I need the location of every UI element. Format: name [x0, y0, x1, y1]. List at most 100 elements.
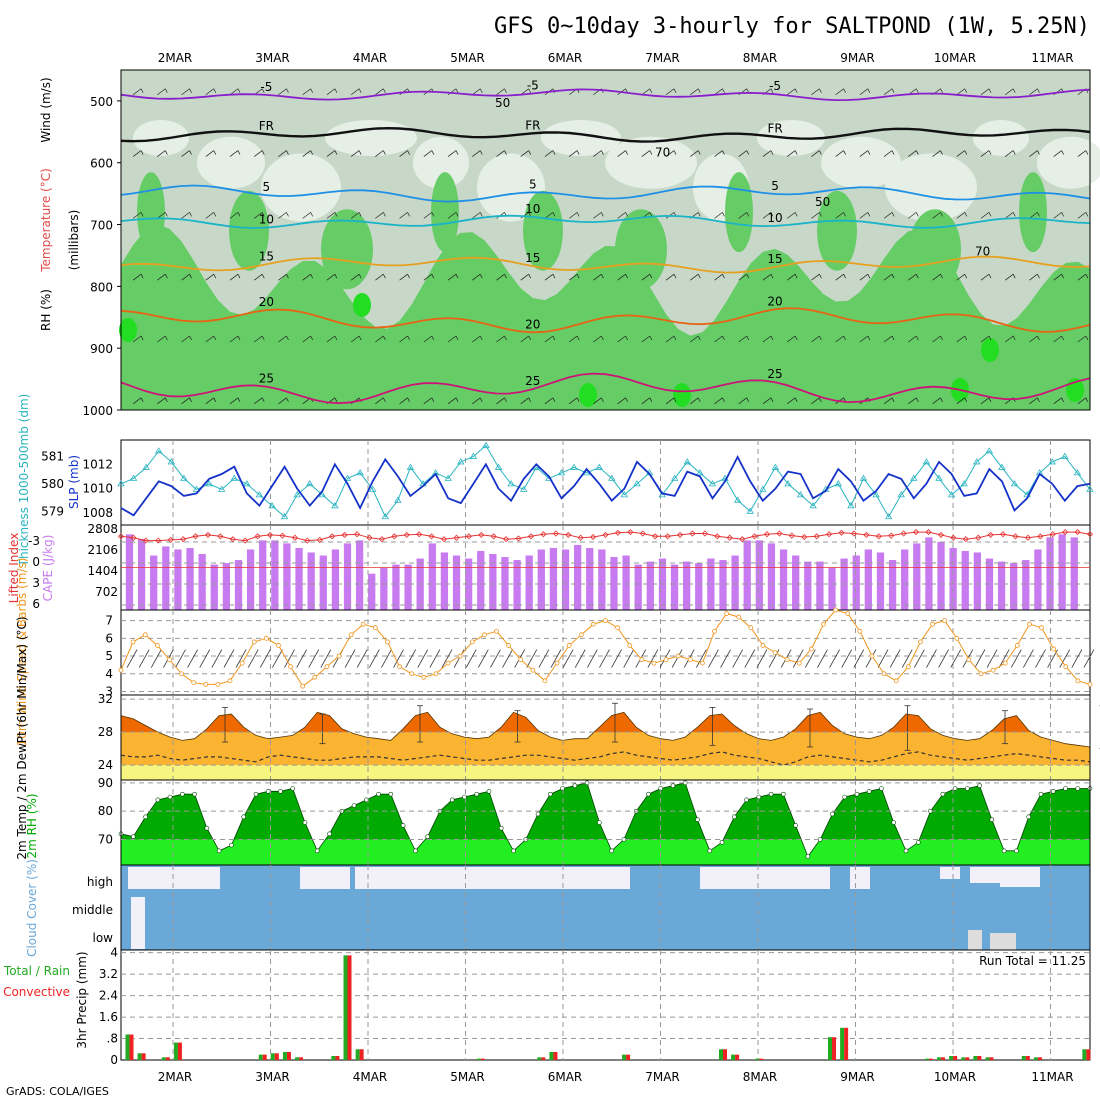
cape-bar: [404, 564, 412, 610]
wind-barb: [762, 150, 772, 157]
wind-barb: [599, 649, 610, 668]
wind-barb-flag: [552, 150, 556, 155]
wind-barb: [423, 150, 433, 157]
thickness-marker: [796, 491, 805, 498]
wind-barb-flag: [843, 335, 846, 341]
li-marker: [950, 534, 957, 541]
wind-barb: [714, 150, 723, 157]
wind-marker: [990, 667, 996, 673]
rh2m-marker: [265, 789, 271, 794]
wind-barb-flag: [189, 150, 192, 155]
wind10m-axis-label: 10m Wind Speed & Barbs (m/s): [15, 558, 29, 747]
wind-marker: [736, 614, 742, 620]
wind-marker: [130, 639, 136, 645]
cape-bar: [1010, 563, 1018, 610]
convective-bar: [141, 1053, 146, 1060]
rh2m-marker: [781, 791, 786, 797]
wind-barb: [1053, 273, 1062, 281]
cape-bar: [319, 555, 327, 610]
convective-bar: [553, 1051, 558, 1060]
rh2m-marker: [229, 842, 234, 848]
wind-barb-flag: [915, 397, 919, 402]
wind-barb: [901, 649, 913, 668]
wind-barb: [998, 649, 1010, 668]
li-marker: [142, 537, 149, 544]
rh2m-marker: [903, 848, 909, 854]
thickness-marker: [683, 458, 692, 465]
wind-tick-label: 4: [105, 667, 113, 681]
wind-barb: [1077, 150, 1087, 157]
convective-bar: [928, 1058, 933, 1060]
wind-barb: [641, 150, 651, 157]
wind-barb-flag: [358, 150, 362, 155]
wind-barb-flag: [1037, 397, 1040, 402]
wind-barb: [617, 397, 626, 405]
wind-barb: [1077, 335, 1087, 343]
cape-bar: [646, 561, 654, 610]
thickness-marker: [570, 463, 578, 470]
temp-tick-label: 24: [98, 758, 113, 772]
cape-bar: [537, 549, 545, 610]
wind-barb: [223, 649, 235, 668]
rh-contour-label: 50: [815, 195, 830, 209]
wind-barb: [811, 273, 820, 281]
rh-moist-patch: [523, 190, 563, 271]
wind-barb: [132, 150, 142, 157]
li-marker: [1074, 529, 1081, 536]
wind-barb: [859, 212, 869, 219]
thickness-marker: [507, 480, 515, 487]
rh2m-marker: [498, 825, 504, 831]
precip-convective-legend: Convective: [3, 985, 70, 999]
li-marker: [267, 531, 274, 538]
wind-barb: [841, 649, 853, 668]
li-marker: [192, 533, 199, 540]
wind-marker: [881, 671, 887, 677]
wind-barb: [835, 88, 844, 96]
thickness-marker: [293, 491, 301, 498]
wind-barb: [956, 212, 965, 219]
wind-barb: [472, 212, 481, 219]
cape-bar: [743, 540, 751, 610]
thickness-marker: [230, 474, 238, 481]
cape-bar: [222, 563, 231, 610]
wind-barb-flag: [891, 88, 895, 93]
isotherm-line: [120, 307, 1091, 334]
wind-barb: [399, 397, 408, 405]
slp-tick-label: 1010: [82, 482, 113, 496]
temp-area: [121, 712, 1090, 766]
rh-moist-patch: [321, 209, 373, 290]
wind-marker: [845, 611, 851, 616]
thickness-marker: [457, 458, 465, 465]
rh2m-marker: [314, 848, 320, 854]
wind-barb: [132, 397, 142, 405]
li-marker: [416, 531, 423, 538]
cape-bar: [501, 557, 509, 610]
lifted-index-axis-label: Lifted Index: [7, 533, 21, 604]
wind-barb-flag: [1012, 212, 1016, 217]
wind-barb-flag: [794, 150, 798, 155]
date-label-top: 5MAR: [450, 51, 485, 65]
wind-barb: [593, 335, 602, 343]
wind-barb-flag: [891, 274, 895, 279]
wind-barb-flag: [843, 88, 846, 93]
rh2m-marker: [879, 786, 884, 791]
cape-bar: [804, 561, 812, 610]
wind-tick-label: 7: [105, 614, 113, 628]
wind-barb: [786, 397, 796, 405]
wind-barb: [132, 88, 142, 96]
wind-barb: [792, 649, 804, 668]
wind-barb: [877, 649, 889, 668]
rh2m-marker: [965, 786, 970, 791]
wind-barb-flag: [528, 335, 532, 341]
cape-bar: [440, 552, 449, 610]
wind-barb-flag: [528, 150, 532, 155]
wind-barb-flag: [770, 335, 774, 341]
wind-marker: [481, 632, 487, 638]
wind-barb: [1053, 397, 1062, 405]
temp2m-axis-label: 2m Temp / 2m DewPt (6hr Min/Max) (°C): [15, 616, 29, 859]
cape-bar: [598, 549, 606, 610]
rain-bar: [173, 1042, 178, 1060]
wind-barb: [1005, 335, 1014, 343]
cape-bar: [428, 543, 436, 610]
li-marker: [217, 533, 224, 540]
